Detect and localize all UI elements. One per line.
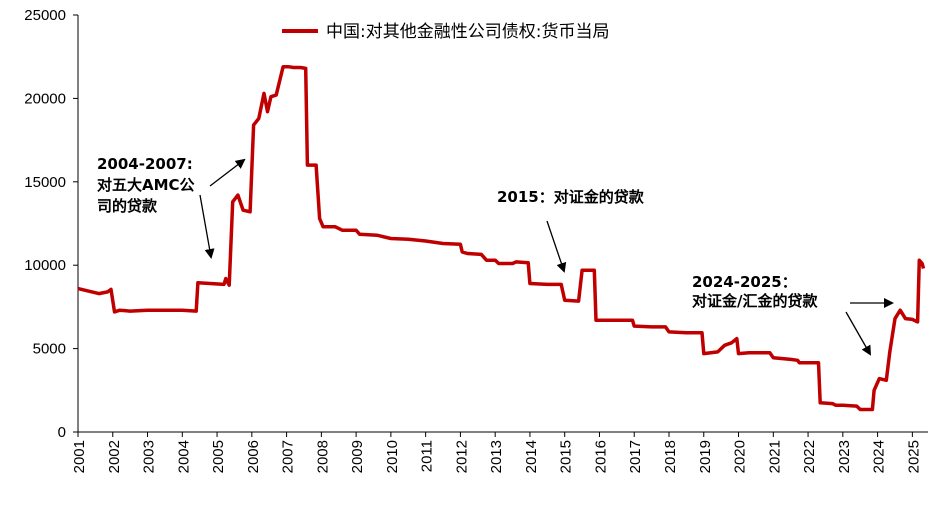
x-tick-label: 2004 [175,440,192,473]
annotation-amc-arrow-up [209,158,246,187]
x-tick-label: 2010 [384,440,401,473]
x-tick-label: 2001 [71,440,88,473]
x-tick-label: 2022 [801,440,818,473]
x-tick-label: 2025 [905,440,922,473]
x-tick-label: 2012 [453,440,470,473]
annotation-2024-line-1: 2024-2025： [692,273,797,291]
y-tick-label: 5000 [33,341,66,358]
annotation-amc-line-2: 对五大AMC公 [97,176,195,194]
x-tick-label: 2014 [523,440,540,473]
x-tick-label: 2023 [836,440,853,473]
x-tick-label: 2011 [419,440,436,472]
x-tick-label: 2018 [662,440,679,473]
y-ticks: 0 5000 10000 15000 20000 25000 [24,7,78,441]
x-tick-label: 2008 [314,440,331,473]
legend: 中国:对其他金融性公司债权:货币当局 [282,22,609,42]
annotation-2024-arrow-down [845,311,871,356]
x-tick-label: 2017 [627,440,644,473]
x-tick-label: 2024 [871,440,888,473]
annotation-2024-line-2: 对证金/汇金的贷款 [692,292,818,310]
x-tick-label: 2002 [106,440,123,473]
annotation-2015-arrow [546,220,567,273]
x-tick-label: 2005 [210,440,227,473]
y-tick-label: 25000 [24,7,66,24]
x-tick-label: 2015 [558,440,575,473]
annotation-2015-text: 2015：对证金的贷款 [497,188,645,206]
series-line [77,64,926,412]
annotation-2024: 2024-2025： 对证金/汇金的贷款 [692,273,894,356]
annotation-amc-arrow-down [199,194,215,259]
x-tick-label: 2009 [349,440,366,473]
annotation-amc: 2004-2007: 对五大AMC公 司的贷款 [97,155,246,259]
x-tick-label: 2021 [766,440,783,473]
axes [77,15,928,433]
x-tick-label: 2020 [732,440,749,473]
x-tick-label: 2007 [280,440,297,473]
y-tick-label: 0 [58,424,66,441]
x-tick-label: 2016 [592,440,609,473]
annotation-2015: 2015：对证金的贷款 [497,188,645,273]
y-tick-label: 20000 [24,90,66,107]
legend-label: 中国:对其他金融性公司债权:货币当局 [326,22,609,42]
annotation-amc-line-3: 司的贷款 [97,197,158,215]
y-tick-label: 10000 [24,257,66,274]
x-tick-label: 2019 [697,440,714,473]
x-tick-label: 2006 [245,440,262,473]
x-ticks: 2001 2002 2003 2004 2005 2006 2007 2008 2009 2010… [71,432,922,473]
x-tick-label: 2013 [488,440,505,473]
annotation-amc-line-1: 2004-2007: [97,155,193,173]
x-tick-label: 2003 [141,440,158,473]
y-tick-label: 15000 [24,174,66,191]
